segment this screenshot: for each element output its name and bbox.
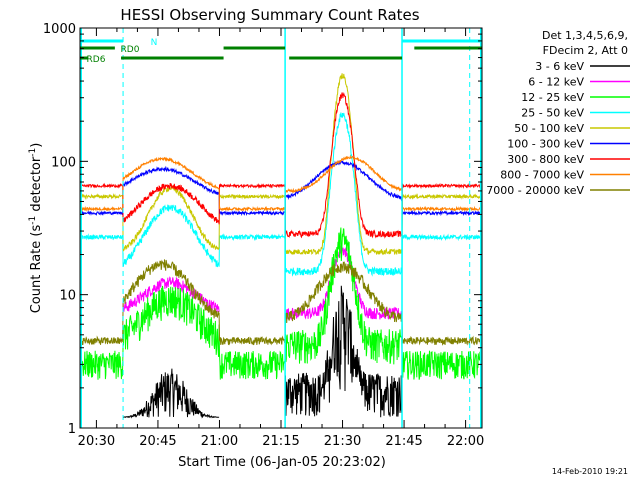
x-axis-label: Start Time (06-Jan-05 20:23:02) [178, 455, 386, 470]
x-tick-label: 21:15 [262, 434, 299, 449]
legend-label: 100 - 300 keV [507, 138, 584, 151]
chart-legend: Det 1,3,4,5,6,9, FDecim 2, Att 0 3 - 6 k… [486, 29, 630, 197]
plot-overlay-group: N RD0 RD6 [80, 28, 482, 428]
series-line [79, 73, 483, 256]
legend-label: 300 - 800 keV [507, 153, 584, 166]
legend-label: 12 - 25 keV [521, 91, 584, 104]
x-tick-label: 22:00 [447, 434, 484, 449]
series-line [79, 154, 483, 212]
legend-label: 25 - 50 keV [521, 107, 584, 120]
series-line [122, 285, 403, 419]
y-tick-label: 10 [59, 289, 76, 304]
series-line [79, 160, 483, 217]
legend-header-line-1: Det 1,3,4,5,6,9, [542, 29, 628, 42]
legend-label: 3 - 6 keV [535, 60, 584, 73]
series-line [79, 227, 483, 380]
legend-label: 800 - 7000 keV [500, 169, 584, 182]
series-line [79, 112, 483, 277]
y-axis: 1 10 100 1000 [43, 22, 482, 437]
y-axis-label: Count Rate (s-1 detector-1) [28, 143, 44, 314]
x-tick-label: 21:45 [385, 434, 422, 449]
legend-label: 7000 - 20000 keV [486, 184, 584, 197]
x-tick-label: 21:30 [324, 434, 361, 449]
x-tick-label: 21:00 [201, 434, 238, 449]
y-tick-label: 100 [51, 155, 76, 170]
series-line [79, 259, 483, 346]
x-tick-label: 20:30 [78, 434, 115, 449]
legend-header-line-2: FDecim 2, Att 0 [543, 44, 628, 57]
y-tick-label: 1 [68, 422, 76, 437]
flag-label: RD0 [121, 45, 140, 55]
flag-label: N [151, 38, 158, 48]
plot-series-group [79, 73, 483, 419]
x-axis: 20:30 20:45 21:00 21:15 21:30 21:45 22:00 [78, 28, 484, 449]
y-tick-label: 1000 [43, 22, 76, 37]
plot-timestamp: 14-Feb-2010 19:21 [552, 467, 628, 476]
legend-label: 50 - 100 keV [514, 122, 584, 135]
x-tick-label: 20:45 [139, 434, 176, 449]
chart-title: HESSI Observing Summary Count Rates [120, 6, 419, 24]
flag-label: RD6 [87, 55, 106, 65]
series-line [79, 92, 483, 239]
legend-label: 6 - 12 keV [528, 76, 584, 89]
